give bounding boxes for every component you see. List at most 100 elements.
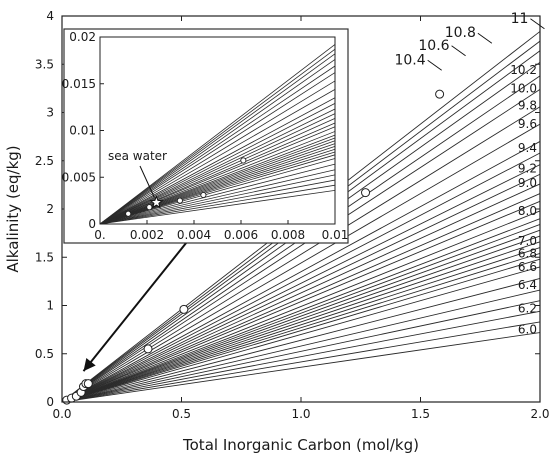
sea-water-label: sea water [108,149,167,163]
ph-line-9-6 [61,123,541,403]
ph-line-6-0 [61,332,541,403]
inset-ph-line-7-4 [99,140,336,225]
ph-label-6-4: 6.4 [518,278,537,292]
inset-ph-line-8-8 [99,113,336,225]
inset-sample-point [240,157,247,164]
ph-label-leader [530,18,545,30]
sample-points [62,89,445,405]
x-tick-label: 1.0 [291,407,310,421]
inset-ph-line-9-2 [99,103,336,225]
inset-ph-line-10-2 [99,65,336,225]
ph-label-leader [427,59,442,71]
inset-ph-line-6-9 [99,148,336,225]
inset-ph-line-6-1 [99,184,336,225]
y-tick-label: 0 [46,395,54,409]
sample-point [179,304,189,314]
inset-background [63,28,349,244]
ph-line-9-8 [61,106,541,403]
inset-ph-line-6-6 [99,158,336,225]
y-tick-label: 2 [46,202,54,216]
inset-ph-line-10-6 [99,53,336,225]
x-axis-title: Total Inorganic Carbon (mol/kg) [182,436,419,454]
x-tick-label: 0.0 [52,407,71,421]
inset-sample-point [125,210,132,217]
inset-sample-point [146,204,153,211]
inset-ph-line-6-8 [99,151,336,225]
arrow-shaft [82,242,188,372]
ph-label-10-4: 10.4 [394,52,425,68]
y-tick-label: 2.5 [35,154,54,168]
y-tick-label: 1 [46,299,54,313]
inset-sample-points [125,157,247,217]
inset-x-tick-label: 0.008 [271,228,305,242]
ph-label-9-4: 9.4 [518,141,537,155]
arrow-head [83,358,96,372]
ph-label-10-2: 10.2 [510,63,537,77]
sample-point [435,89,445,99]
ph-line-9-4 [61,141,541,403]
ph-label-leader [451,45,466,57]
inset-ph-line-6-2 [99,179,336,225]
ph-label-9-2: 9.2 [518,161,537,175]
ph-label-6-8: 6.8 [518,246,537,260]
ph-label-7-0: 7.0 [518,234,537,248]
inset-ph-line-9-8 [99,80,336,225]
ph-labels: 6.0 6.2 6.4 6.66.87.0 8.0 9.09.2 9.4 9.6 9.8 10.0… [394,11,545,337]
ph-line-6-4 [61,289,541,403]
inset-ph-lines [99,44,336,225]
ph-line-8-8 [61,173,541,403]
ph-line-6-7 [61,258,541,403]
ph-line-7-8 [61,218,541,403]
inset-chart: 0. 0.002 0.004 0.006 0.008 0.01 0 0.005 0.01 0.01… [62,28,349,244]
y-tick-label: 3.5 [35,57,54,71]
inset-y-tick-label: 0 [88,217,96,231]
ph-line-8-0 [61,210,541,403]
inset-ph-line-9-0 [99,108,336,225]
ph-line-7-4 [61,229,541,403]
ph-label-9-6: 9.6 [518,117,537,131]
ph-line-6-3 [61,300,541,403]
inset-x-tick-label: 0.01 [322,228,349,242]
inset-ph-line-10-4 [99,59,336,225]
sea-water-leader [139,165,155,198]
ph-line-9-2 [61,152,541,403]
main-axes: 0.0 0.5 1.0 1.5 2.000.511.522.533.54 [35,9,550,421]
ph-label-10-8: 10.8 [445,25,476,41]
inset-y-tick-label: 0.005 [62,170,96,184]
inset-x-tick-label: 0.006 [224,228,258,242]
x-tick-label: 1.5 [411,407,430,421]
ph-label-10-6: 10.6 [418,38,449,54]
sample-point [83,379,93,389]
inset-sample-point [176,197,183,204]
ph-line-6-1 [61,321,541,403]
inset-ph-line-6-5 [99,163,336,225]
x-tick-label: 0.5 [172,407,191,421]
sample-point [143,344,153,354]
ph-label-11: 11 [511,11,529,27]
inset-ph-line-10-0 [99,72,336,225]
y-tick-label: 3 [46,106,54,120]
inset-ph-line-7-0 [99,146,336,225]
inset-y-tick-label: 0.02 [69,30,96,44]
inset-ph-line-10-8 [99,48,336,225]
inset-ph-line-8-0 [99,131,336,225]
inset-axes: 0. 0.002 0.004 0.006 0.008 0.01 0 0.005 0.01 0.01… [62,30,349,242]
ph-label-9-8: 9.8 [518,99,537,113]
sea-water-star-icon [149,195,164,209]
ph-line-8-6 [61,183,541,403]
ph-line-8-2 [61,200,541,403]
inset-ph-line-8-4 [99,122,336,225]
inset-y-tick-label: 0.015 [62,77,96,91]
x-tick-label: 2.0 [530,407,549,421]
ph-label-8-0: 8.0 [518,204,537,218]
y-tick-label: 4 [46,9,54,23]
inset-x-tick-label: 0.004 [177,228,211,242]
inset-sample-point [200,191,207,199]
ph-line-6-8 [61,252,541,403]
ph-line-7-6 [61,224,541,403]
y-tick-label: 1.5 [35,250,54,264]
ph-label-9-0: 9.0 [518,176,537,190]
inset-y-tick-label: 0.01 [69,124,96,138]
ph-label-leader [477,32,493,44]
